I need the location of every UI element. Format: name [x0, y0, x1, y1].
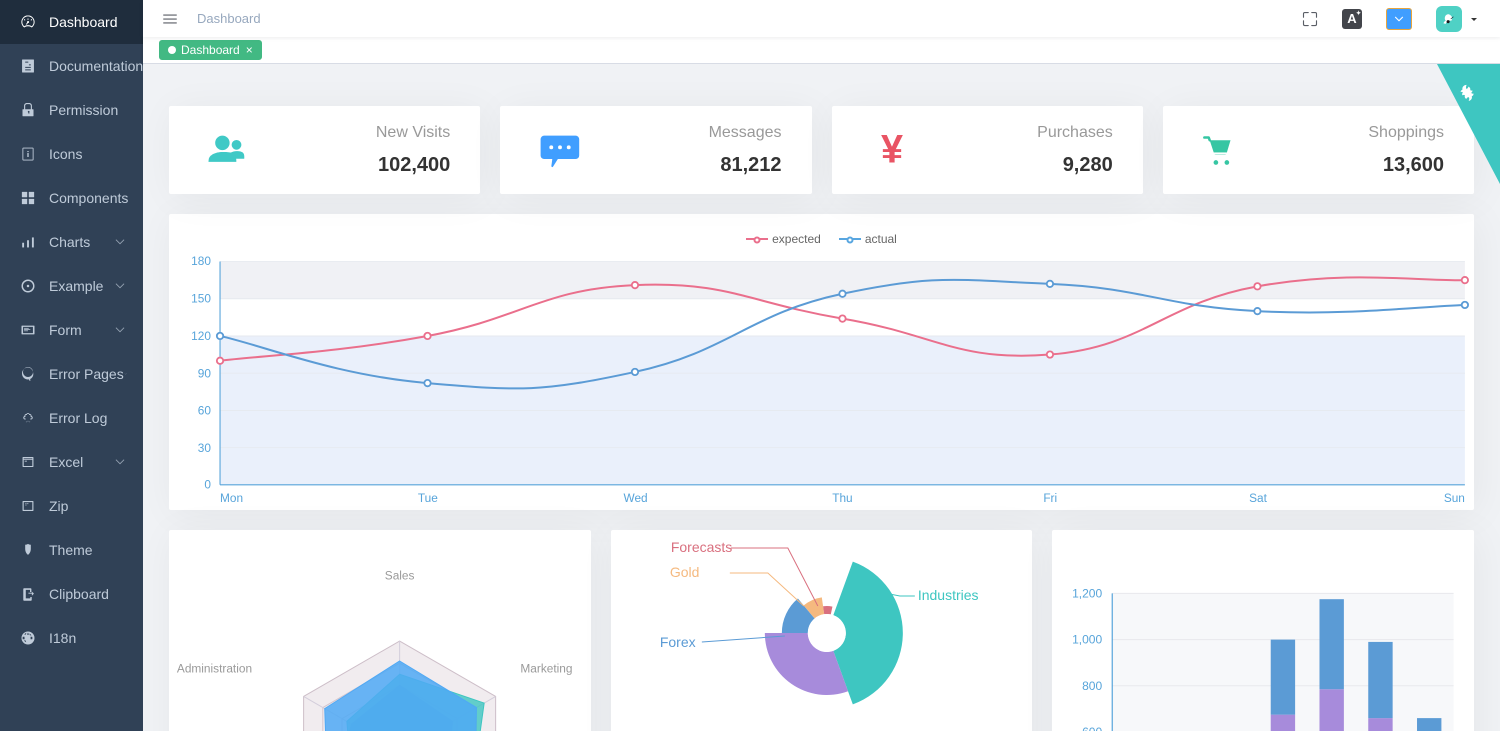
svg-text:120: 120 — [191, 329, 211, 343]
svg-text:Tue: Tue — [418, 491, 438, 505]
svg-text:Fri: Fri — [1043, 491, 1057, 505]
svg-text:800: 800 — [1082, 679, 1102, 693]
svg-text:Administration: Administration — [177, 662, 252, 676]
svg-text:Mon: Mon — [220, 491, 243, 505]
svg-text:Forecasts: Forecasts — [671, 539, 732, 555]
svg-text:Wed: Wed — [624, 491, 648, 505]
svg-text:1,000: 1,000 — [1072, 633, 1102, 647]
svg-text:150: 150 — [191, 292, 211, 306]
svg-text:180: 180 — [191, 254, 211, 268]
svg-text:1,200: 1,200 — [1072, 586, 1102, 600]
svg-text:600: 600 — [1082, 725, 1102, 731]
svg-text:¥: ¥ — [880, 128, 902, 172]
svg-text:Thu: Thu — [832, 491, 852, 505]
svg-text:60: 60 — [198, 404, 212, 418]
svg-text:Industries: Industries — [918, 587, 979, 603]
svg-text:Sun: Sun — [1444, 491, 1465, 505]
svg-text:Sat: Sat — [1249, 491, 1267, 505]
svg-text:Sales: Sales — [385, 569, 415, 583]
svg-text:0: 0 — [204, 477, 211, 491]
svg-text:Gold: Gold — [670, 564, 700, 580]
svg-text:30: 30 — [198, 441, 212, 455]
svg-text:Forex: Forex — [660, 634, 696, 650]
svg-text:90: 90 — [198, 366, 212, 380]
svg-text:Marketing: Marketing — [520, 662, 572, 676]
